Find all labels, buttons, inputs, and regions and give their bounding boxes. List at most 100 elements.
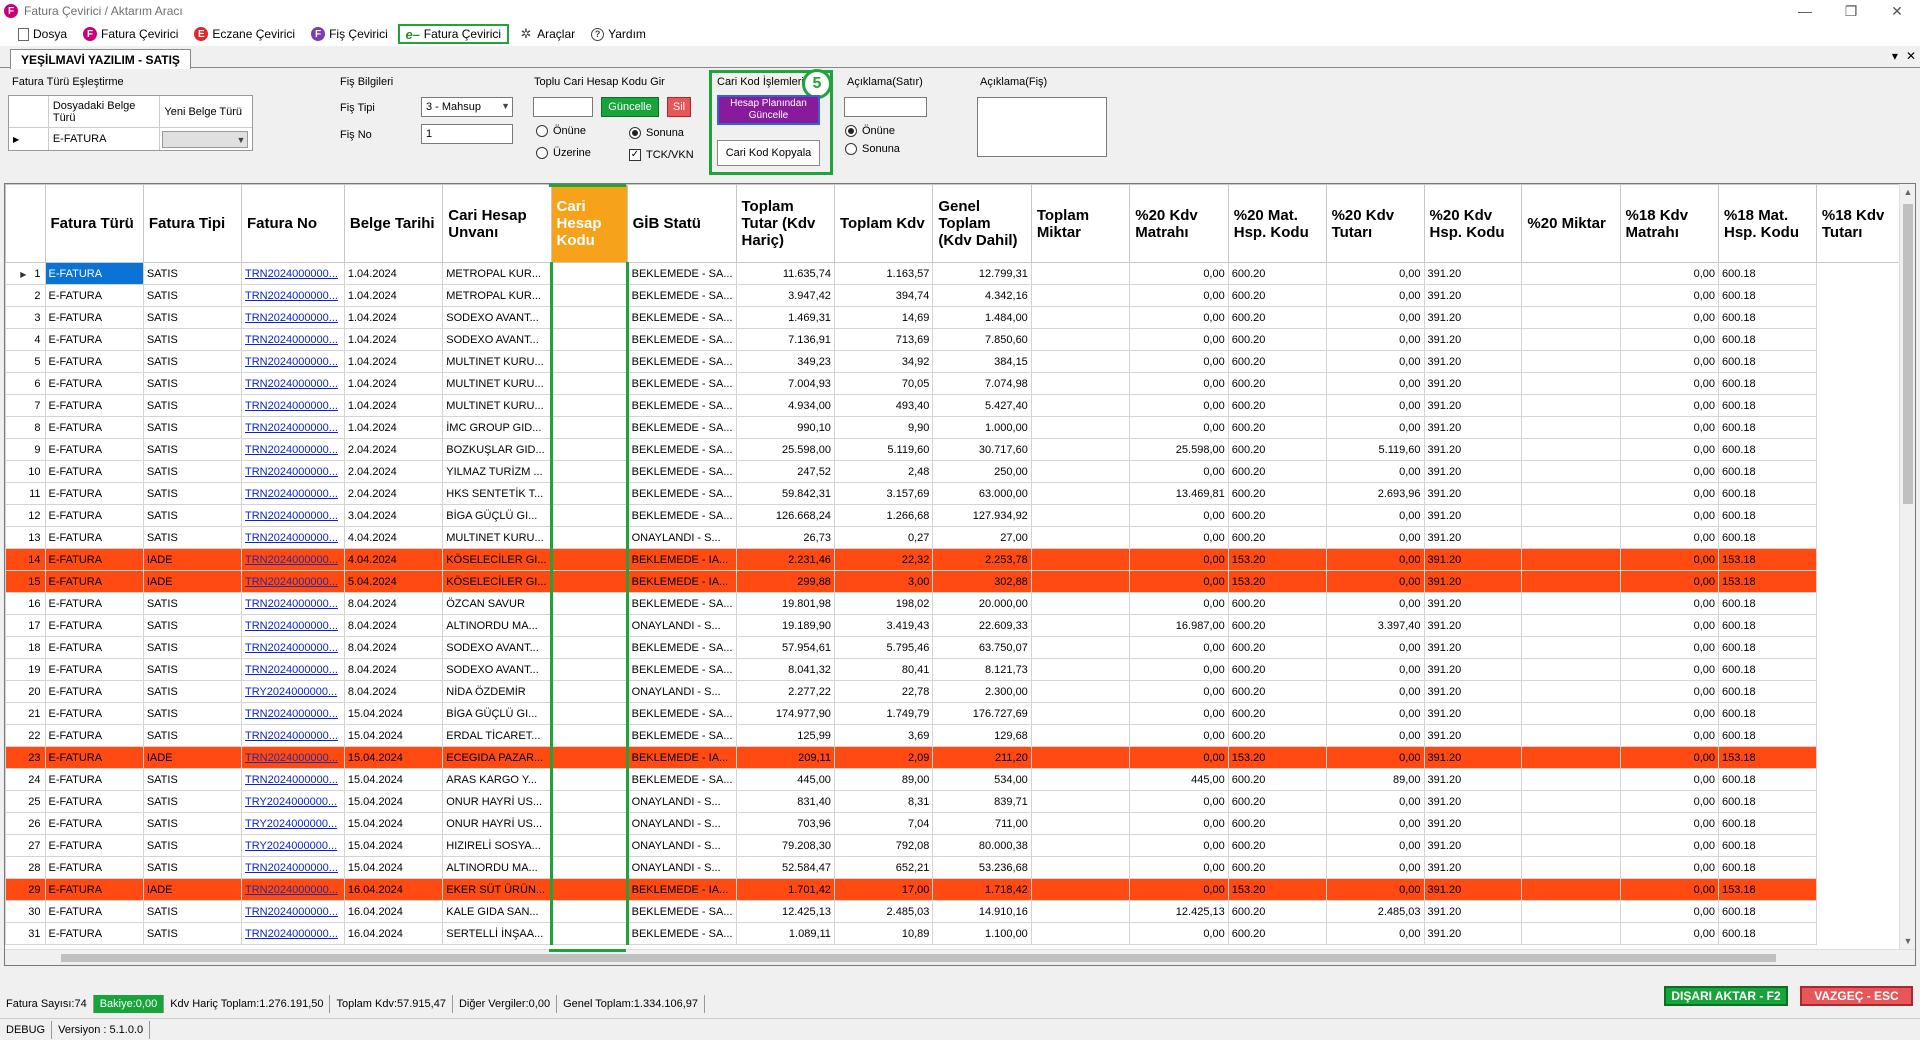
table-cell[interactable]: 600.20 <box>1227 438 1327 461</box>
table-cell[interactable]: 3.419,43 <box>833 614 934 637</box>
table-cell[interactable]: 79.208,30 <box>735 834 835 857</box>
table-cell[interactable]: 2.485,03 <box>833 900 934 923</box>
row-number[interactable]: 23 <box>5 746 46 769</box>
table-cell[interactable] <box>1030 394 1131 417</box>
table-cell[interactable]: 391.20 <box>1423 878 1523 901</box>
table-cell[interactable]: 831,40 <box>735 790 835 813</box>
table-cell[interactable]: 0,00 <box>1325 592 1425 615</box>
table-cell[interactable]: 34,92 <box>833 350 934 373</box>
table-cell[interactable]: 2.277,22 <box>735 680 835 703</box>
table-cell[interactable] <box>549 636 629 659</box>
table-cell[interactable]: BEKLEMEDE - IA... <box>626 746 737 769</box>
row-number[interactable]: 4 <box>5 328 46 351</box>
menu-fis-cevirici[interactable]: F Fiş Çevirici <box>305 24 394 44</box>
table-cell[interactable]: 2.693,96 <box>1325 482 1425 505</box>
table-cell[interactable] <box>1030 438 1131 461</box>
table-cell[interactable]: 22.609,33 <box>932 614 1032 637</box>
table-cell[interactable]: 0,00 <box>1619 504 1720 527</box>
disari-aktar-button[interactable]: DIŞARI AKTAR - F2 <box>1664 986 1788 1006</box>
table-cell[interactable] <box>549 526 629 549</box>
table-cell[interactable] <box>1030 306 1131 329</box>
table-cell[interactable] <box>1030 592 1131 615</box>
column-header[interactable]: Cari Hesap Kodu <box>550 184 628 263</box>
radio-sonuna[interactable]: Sonuna <box>629 127 684 139</box>
table-cell[interactable]: 600.20 <box>1227 768 1327 791</box>
table-cell[interactable] <box>549 350 629 373</box>
table-cell[interactable]: MULTINET KURU... <box>442 394 552 417</box>
table-cell[interactable] <box>1521 900 1621 923</box>
table-cell[interactable] <box>549 658 629 681</box>
fatura-no-link[interactable]: TRN2024000000... <box>241 746 345 769</box>
table-cell[interactable]: 600.18 <box>1718 350 1817 373</box>
table-cell[interactable]: 391.20 <box>1423 900 1523 923</box>
table-row[interactable]: 22 E-FATURA SATIS TRN2024000000... 15.04.202… <box>5 724 1915 747</box>
table-cell[interactable]: 7.074,98 <box>932 372 1032 395</box>
table-cell[interactable]: 0,00 <box>1619 482 1720 505</box>
table-cell[interactable] <box>1030 548 1131 571</box>
table-row[interactable]: 30 E-FATURA SATIS TRN2024000000... 16.04.202… <box>5 900 1915 923</box>
table-cell[interactable]: 792,08 <box>833 834 934 857</box>
table-cell[interactable] <box>1030 746 1131 769</box>
table-row[interactable]: 8 E-FATURA SATIS TRN2024000000... 1.04.2024 İ… <box>5 416 1915 439</box>
table-cell[interactable] <box>549 834 629 857</box>
fatura-no-link[interactable]: TRN2024000000... <box>241 438 345 461</box>
table-row[interactable]: 18 E-FATURA SATIS TRN2024000000... 8.04.2024… <box>5 636 1915 659</box>
table-cell[interactable]: SATIS <box>142 416 243 439</box>
table-cell[interactable]: 391.20 <box>1423 724 1523 747</box>
column-header[interactable]: GİB Statü <box>626 184 737 263</box>
fatura-no-link[interactable]: TRN2024000000... <box>241 416 345 439</box>
table-cell[interactable]: 534,00 <box>932 768 1032 791</box>
aciklama-fis-textarea[interactable] <box>977 97 1107 157</box>
table-cell[interactable]: BEKLEMEDE - SA... <box>626 482 737 505</box>
table-cell[interactable]: 2.300,00 <box>932 680 1032 703</box>
table-cell[interactable]: 493,40 <box>833 394 934 417</box>
table-cell[interactable]: 0,00 <box>1129 856 1229 879</box>
fatura-no-link[interactable]: TRN2024000000... <box>241 350 345 373</box>
table-cell[interactable] <box>1521 856 1621 879</box>
table-cell[interactable]: 0,00 <box>1619 856 1720 879</box>
table-cell[interactable]: 0,00 <box>1325 856 1425 879</box>
table-cell[interactable]: 0,00 <box>1619 306 1720 329</box>
table-cell[interactable]: SATIS <box>142 614 243 637</box>
table-cell[interactable]: 153.20 <box>1227 570 1327 593</box>
table-cell[interactable]: 600.20 <box>1227 856 1327 879</box>
yeni-belge-turu-select[interactable]: ▼ <box>160 128 252 150</box>
table-cell[interactable] <box>1521 526 1621 549</box>
table-cell[interactable]: 0,00 <box>1325 526 1425 549</box>
table-cell[interactable]: 391.20 <box>1423 768 1523 791</box>
table-cell[interactable]: 0,00 <box>1129 504 1229 527</box>
table-row[interactable]: 15 E-FATURA IADE TRN2024000000... 5.04.2024 K… <box>5 570 1915 593</box>
table-cell[interactable]: 89,00 <box>833 768 934 791</box>
table-cell[interactable]: 0,00 <box>1619 834 1720 857</box>
table-cell[interactable]: 3,00 <box>833 570 934 593</box>
table-cell[interactable]: 391.20 <box>1423 262 1523 285</box>
table-cell[interactable]: IADE <box>142 548 243 571</box>
table-cell[interactable]: 15.04.2024 <box>343 702 444 725</box>
table-cell[interactable]: 3.397,40 <box>1325 614 1425 637</box>
table-cell[interactable]: 0,00 <box>1325 372 1425 395</box>
table-cell[interactable]: 0,00 <box>1325 306 1425 329</box>
table-cell[interactable] <box>549 812 629 835</box>
column-header[interactable]: %20 Miktar <box>1521 184 1621 263</box>
column-header[interactable]: %20 Kdv Tutarı <box>1325 184 1425 263</box>
table-cell[interactable]: 600.20 <box>1227 592 1327 615</box>
table-cell[interactable]: SATIS <box>142 790 243 813</box>
table-cell[interactable]: 600.20 <box>1227 460 1327 483</box>
table-cell[interactable] <box>1030 856 1131 879</box>
table-cell[interactable]: 80,41 <box>833 658 934 681</box>
table-cell[interactable]: 600.20 <box>1227 636 1327 659</box>
table-cell[interactable]: 7,04 <box>833 812 934 835</box>
table-cell[interactable]: 11.635,74 <box>735 262 835 285</box>
fatura-no-link[interactable]: TRN2024000000... <box>241 504 345 527</box>
table-cell[interactable]: MULTINET KURU... <box>442 526 552 549</box>
row-number[interactable]: 14 <box>5 548 46 571</box>
table-cell[interactable]: 89,00 <box>1325 768 1425 791</box>
aciklama-satir-input[interactable] <box>844 97 927 117</box>
table-cell[interactable]: 0,00 <box>1619 262 1720 285</box>
table-row[interactable]: 17 E-FATURA SATIS TRN2024000000... 8.04.2024… <box>5 614 1915 637</box>
table-cell[interactable]: KÖSELECİLER GI... <box>442 570 552 593</box>
table-cell[interactable]: 0,00 <box>1129 746 1229 769</box>
table-cell[interactable]: 0,00 <box>1129 460 1229 483</box>
table-cell[interactable]: 1.04.2024 <box>343 284 444 307</box>
table-cell[interactable]: 27,00 <box>932 526 1032 549</box>
